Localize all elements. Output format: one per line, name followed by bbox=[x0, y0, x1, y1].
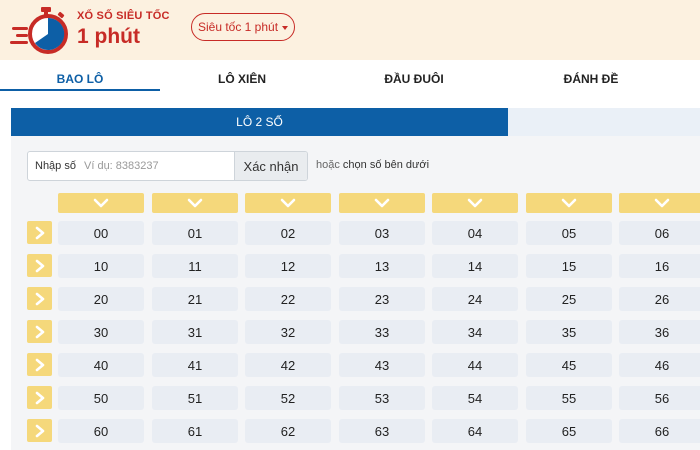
column-select-button[interactable] bbox=[526, 193, 612, 213]
tab-lo-xien[interactable]: LÔ XIÊN bbox=[217, 72, 266, 86]
number-cell[interactable]: 13 bbox=[339, 254, 425, 278]
stopwatch-icon bbox=[10, 7, 68, 54]
number-cell[interactable]: 11 bbox=[152, 254, 238, 278]
tab-bao-lo[interactable]: BAO LÔ bbox=[56, 72, 104, 86]
chevron-down-icon bbox=[654, 198, 670, 208]
number-cell[interactable]: 54 bbox=[432, 386, 518, 410]
chevron-right-icon bbox=[35, 391, 45, 405]
subtab-lo-2-so[interactable]: LÔ 2 SỐ bbox=[11, 108, 508, 136]
chevron-down-icon bbox=[280, 198, 296, 208]
row-select-button[interactable] bbox=[27, 320, 52, 343]
chevron-down-icon bbox=[93, 198, 109, 208]
logo-title: 1 phút bbox=[77, 25, 140, 48]
number-input-label: Nhập số bbox=[35, 160, 76, 172]
chevron-right-icon bbox=[35, 358, 45, 372]
number-cell[interactable]: 45 bbox=[526, 353, 612, 377]
number-cell[interactable]: 05 bbox=[526, 221, 612, 245]
chevron-right-icon bbox=[35, 226, 45, 240]
number-input[interactable] bbox=[82, 152, 234, 180]
caret-down-icon bbox=[282, 25, 289, 30]
column-select-button[interactable] bbox=[432, 193, 518, 213]
number-cell[interactable]: 26 bbox=[619, 287, 700, 311]
number-cell[interactable]: 60 bbox=[58, 419, 144, 443]
tab-danh-de[interactable]: ĐÁNH ĐỀ bbox=[563, 72, 619, 86]
column-select-button[interactable] bbox=[339, 193, 425, 213]
number-cell[interactable]: 14 bbox=[432, 254, 518, 278]
number-cell[interactable]: 44 bbox=[432, 353, 518, 377]
column-select-button[interactable] bbox=[58, 193, 144, 213]
game-mode-select[interactable]: Siêu tốc 1 phút bbox=[191, 13, 295, 41]
row-select-button[interactable] bbox=[27, 221, 52, 244]
chevron-down-icon bbox=[187, 198, 203, 208]
number-cell[interactable]: 22 bbox=[245, 287, 331, 311]
number-cell[interactable]: 15 bbox=[526, 254, 612, 278]
number-cell[interactable]: 32 bbox=[245, 320, 331, 344]
number-cell[interactable]: 06 bbox=[619, 221, 700, 245]
chevron-right-icon bbox=[35, 259, 45, 273]
chevron-right-icon bbox=[35, 325, 45, 339]
number-cell[interactable]: 40 bbox=[58, 353, 144, 377]
number-cell[interactable]: 25 bbox=[526, 287, 612, 311]
row-select-button[interactable] bbox=[27, 353, 52, 376]
confirm-button[interactable]: Xác nhận bbox=[234, 152, 307, 180]
number-cell[interactable]: 02 bbox=[245, 221, 331, 245]
bet-type-tabs: BAO LÔ LÔ XIÊN ĐẦU ĐUÔI ĐÁNH ĐỀ bbox=[0, 66, 700, 92]
number-cell[interactable]: 36 bbox=[619, 320, 700, 344]
hint-main: chọn số bên dưới bbox=[342, 159, 430, 171]
chevron-down-icon bbox=[561, 198, 577, 208]
number-cell[interactable]: 62 bbox=[245, 419, 331, 443]
number-cell[interactable]: 30 bbox=[58, 320, 144, 344]
number-cell[interactable]: 12 bbox=[245, 254, 331, 278]
active-tab-indicator bbox=[0, 89, 160, 91]
tab-dau-duoi[interactable]: ĐẦU ĐUÔI bbox=[384, 72, 444, 86]
chevron-right-icon bbox=[35, 292, 45, 306]
number-cell[interactable]: 66 bbox=[619, 419, 700, 443]
number-cell[interactable]: 53 bbox=[339, 386, 425, 410]
row-select-button[interactable] bbox=[27, 419, 52, 442]
column-select-button[interactable] bbox=[152, 193, 238, 213]
number-cell[interactable]: 01 bbox=[152, 221, 238, 245]
number-cell[interactable]: 35 bbox=[526, 320, 612, 344]
number-cell[interactable]: 65 bbox=[526, 419, 612, 443]
number-cell[interactable]: 23 bbox=[339, 287, 425, 311]
row-select-button[interactable] bbox=[27, 386, 52, 409]
number-cell[interactable]: 61 bbox=[152, 419, 238, 443]
number-cell[interactable]: 52 bbox=[245, 386, 331, 410]
number-cell[interactable]: 63 bbox=[339, 419, 425, 443]
number-cell[interactable]: 21 bbox=[152, 287, 238, 311]
number-cell[interactable]: 43 bbox=[339, 353, 425, 377]
number-cell[interactable]: 50 bbox=[58, 386, 144, 410]
number-cell[interactable]: 00 bbox=[58, 221, 144, 245]
hint-prefix: hoặc bbox=[316, 159, 340, 171]
app-header: XỔ SỐ SIÊU TỐC 1 phút Siêu tốc 1 phút bbox=[0, 0, 700, 60]
number-cell[interactable]: 24 bbox=[432, 287, 518, 311]
number-cell[interactable]: 41 bbox=[152, 353, 238, 377]
column-select-button[interactable] bbox=[619, 193, 700, 213]
number-cell[interactable]: 20 bbox=[58, 287, 144, 311]
game-mode-label: Siêu tốc 1 phút bbox=[197, 20, 279, 34]
number-cell[interactable]: 04 bbox=[432, 221, 518, 245]
chevron-down-icon bbox=[374, 198, 390, 208]
number-cell[interactable]: 56 bbox=[619, 386, 700, 410]
number-cell[interactable]: 51 bbox=[152, 386, 238, 410]
number-cell[interactable]: 31 bbox=[152, 320, 238, 344]
number-cell[interactable]: 64 bbox=[432, 419, 518, 443]
row-select-button[interactable] bbox=[27, 287, 52, 310]
row-select-button[interactable] bbox=[27, 254, 52, 277]
number-cell[interactable]: 33 bbox=[339, 320, 425, 344]
chevron-right-icon bbox=[35, 424, 45, 438]
number-cell[interactable]: 55 bbox=[526, 386, 612, 410]
hint-text: hoặc chọn số bên dưới bbox=[316, 159, 429, 171]
logo-subtitle: XỔ SỐ SIÊU TỐC bbox=[77, 10, 170, 22]
number-cell[interactable]: 16 bbox=[619, 254, 700, 278]
chevron-down-icon bbox=[467, 198, 483, 208]
number-cell[interactable]: 46 bbox=[619, 353, 700, 377]
number-cell[interactable]: 10 bbox=[58, 254, 144, 278]
number-cell[interactable]: 42 bbox=[245, 353, 331, 377]
number-cell[interactable]: 34 bbox=[432, 320, 518, 344]
number-entry-group: Nhập số Xác nhận bbox=[27, 151, 308, 181]
number-cell[interactable]: 03 bbox=[339, 221, 425, 245]
column-select-button[interactable] bbox=[245, 193, 331, 213]
